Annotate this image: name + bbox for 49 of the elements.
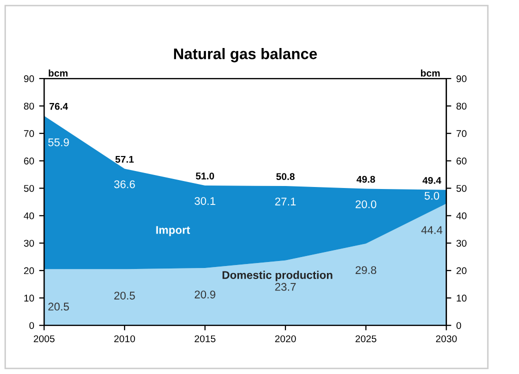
y2-tick-label: 30 xyxy=(456,240,466,247)
data-label: 29.8 xyxy=(356,266,376,274)
y2-tick-label: 60 xyxy=(456,158,466,164)
total-label: 51.0 xyxy=(196,172,214,180)
y2-tick-label: 80 xyxy=(456,102,466,110)
y-axis-title: bcm xyxy=(48,69,68,77)
data-label: 20.0 xyxy=(356,200,376,208)
y-tick-label: 0 xyxy=(29,322,34,329)
y-tick-label: 80 xyxy=(24,102,34,110)
y2-axis-title: bcm xyxy=(420,69,440,77)
y-tick-label: 40 xyxy=(24,212,34,220)
y2-tick-label: 40 xyxy=(456,212,466,220)
data-label: 20.5 xyxy=(48,302,69,311)
y-tick-label: 50 xyxy=(24,184,34,192)
data-label: 44.4 xyxy=(421,226,442,234)
chart-title: Natural gas balance xyxy=(174,48,317,62)
data-label: 36.6 xyxy=(114,180,135,188)
y-tick-label: 30 xyxy=(24,240,34,247)
y2-tick-label: 20 xyxy=(456,267,466,274)
series-label: Domestic production xyxy=(222,270,332,282)
series-label: Import xyxy=(156,226,190,236)
y2-tick-label: 70 xyxy=(456,130,466,138)
y2-tick-label: 90 xyxy=(456,75,466,82)
y-tick-label: 60 xyxy=(24,158,34,164)
data-label: 23.7 xyxy=(275,282,296,291)
y-tick-label: 20 xyxy=(24,267,34,274)
total-label: 49.8 xyxy=(356,176,376,183)
x-tick-label: 2005 xyxy=(34,335,55,342)
data-label: 55.9 xyxy=(48,138,69,146)
y-tick-label: 10 xyxy=(24,294,34,302)
total-label: 50.8 xyxy=(276,173,295,180)
total-label: 57.1 xyxy=(115,156,134,163)
data-label: 5.0 xyxy=(424,192,440,200)
data-label: 20.5 xyxy=(114,292,135,300)
x-tick-label: 2015 xyxy=(194,335,216,342)
x-tick-label: 2020 xyxy=(275,335,296,342)
data-label: 30.1 xyxy=(194,197,216,205)
y2-tick-label: 10 xyxy=(456,294,466,302)
total-label: 76.4 xyxy=(50,102,68,110)
x-tick-label: 2030 xyxy=(436,335,457,342)
data-label: 20.9 xyxy=(194,290,216,298)
x-tick-label: 2025 xyxy=(356,335,376,342)
y2-tick-label: 0 xyxy=(456,322,462,329)
total-label: 49.4 xyxy=(422,176,442,184)
x-tick-label: 2010 xyxy=(114,335,135,342)
y2-tick-label: 50 xyxy=(456,184,466,192)
y-tick-label: 90 xyxy=(24,75,34,82)
y-tick-label: 70 xyxy=(24,130,34,138)
data-label: 27.1 xyxy=(275,198,296,206)
